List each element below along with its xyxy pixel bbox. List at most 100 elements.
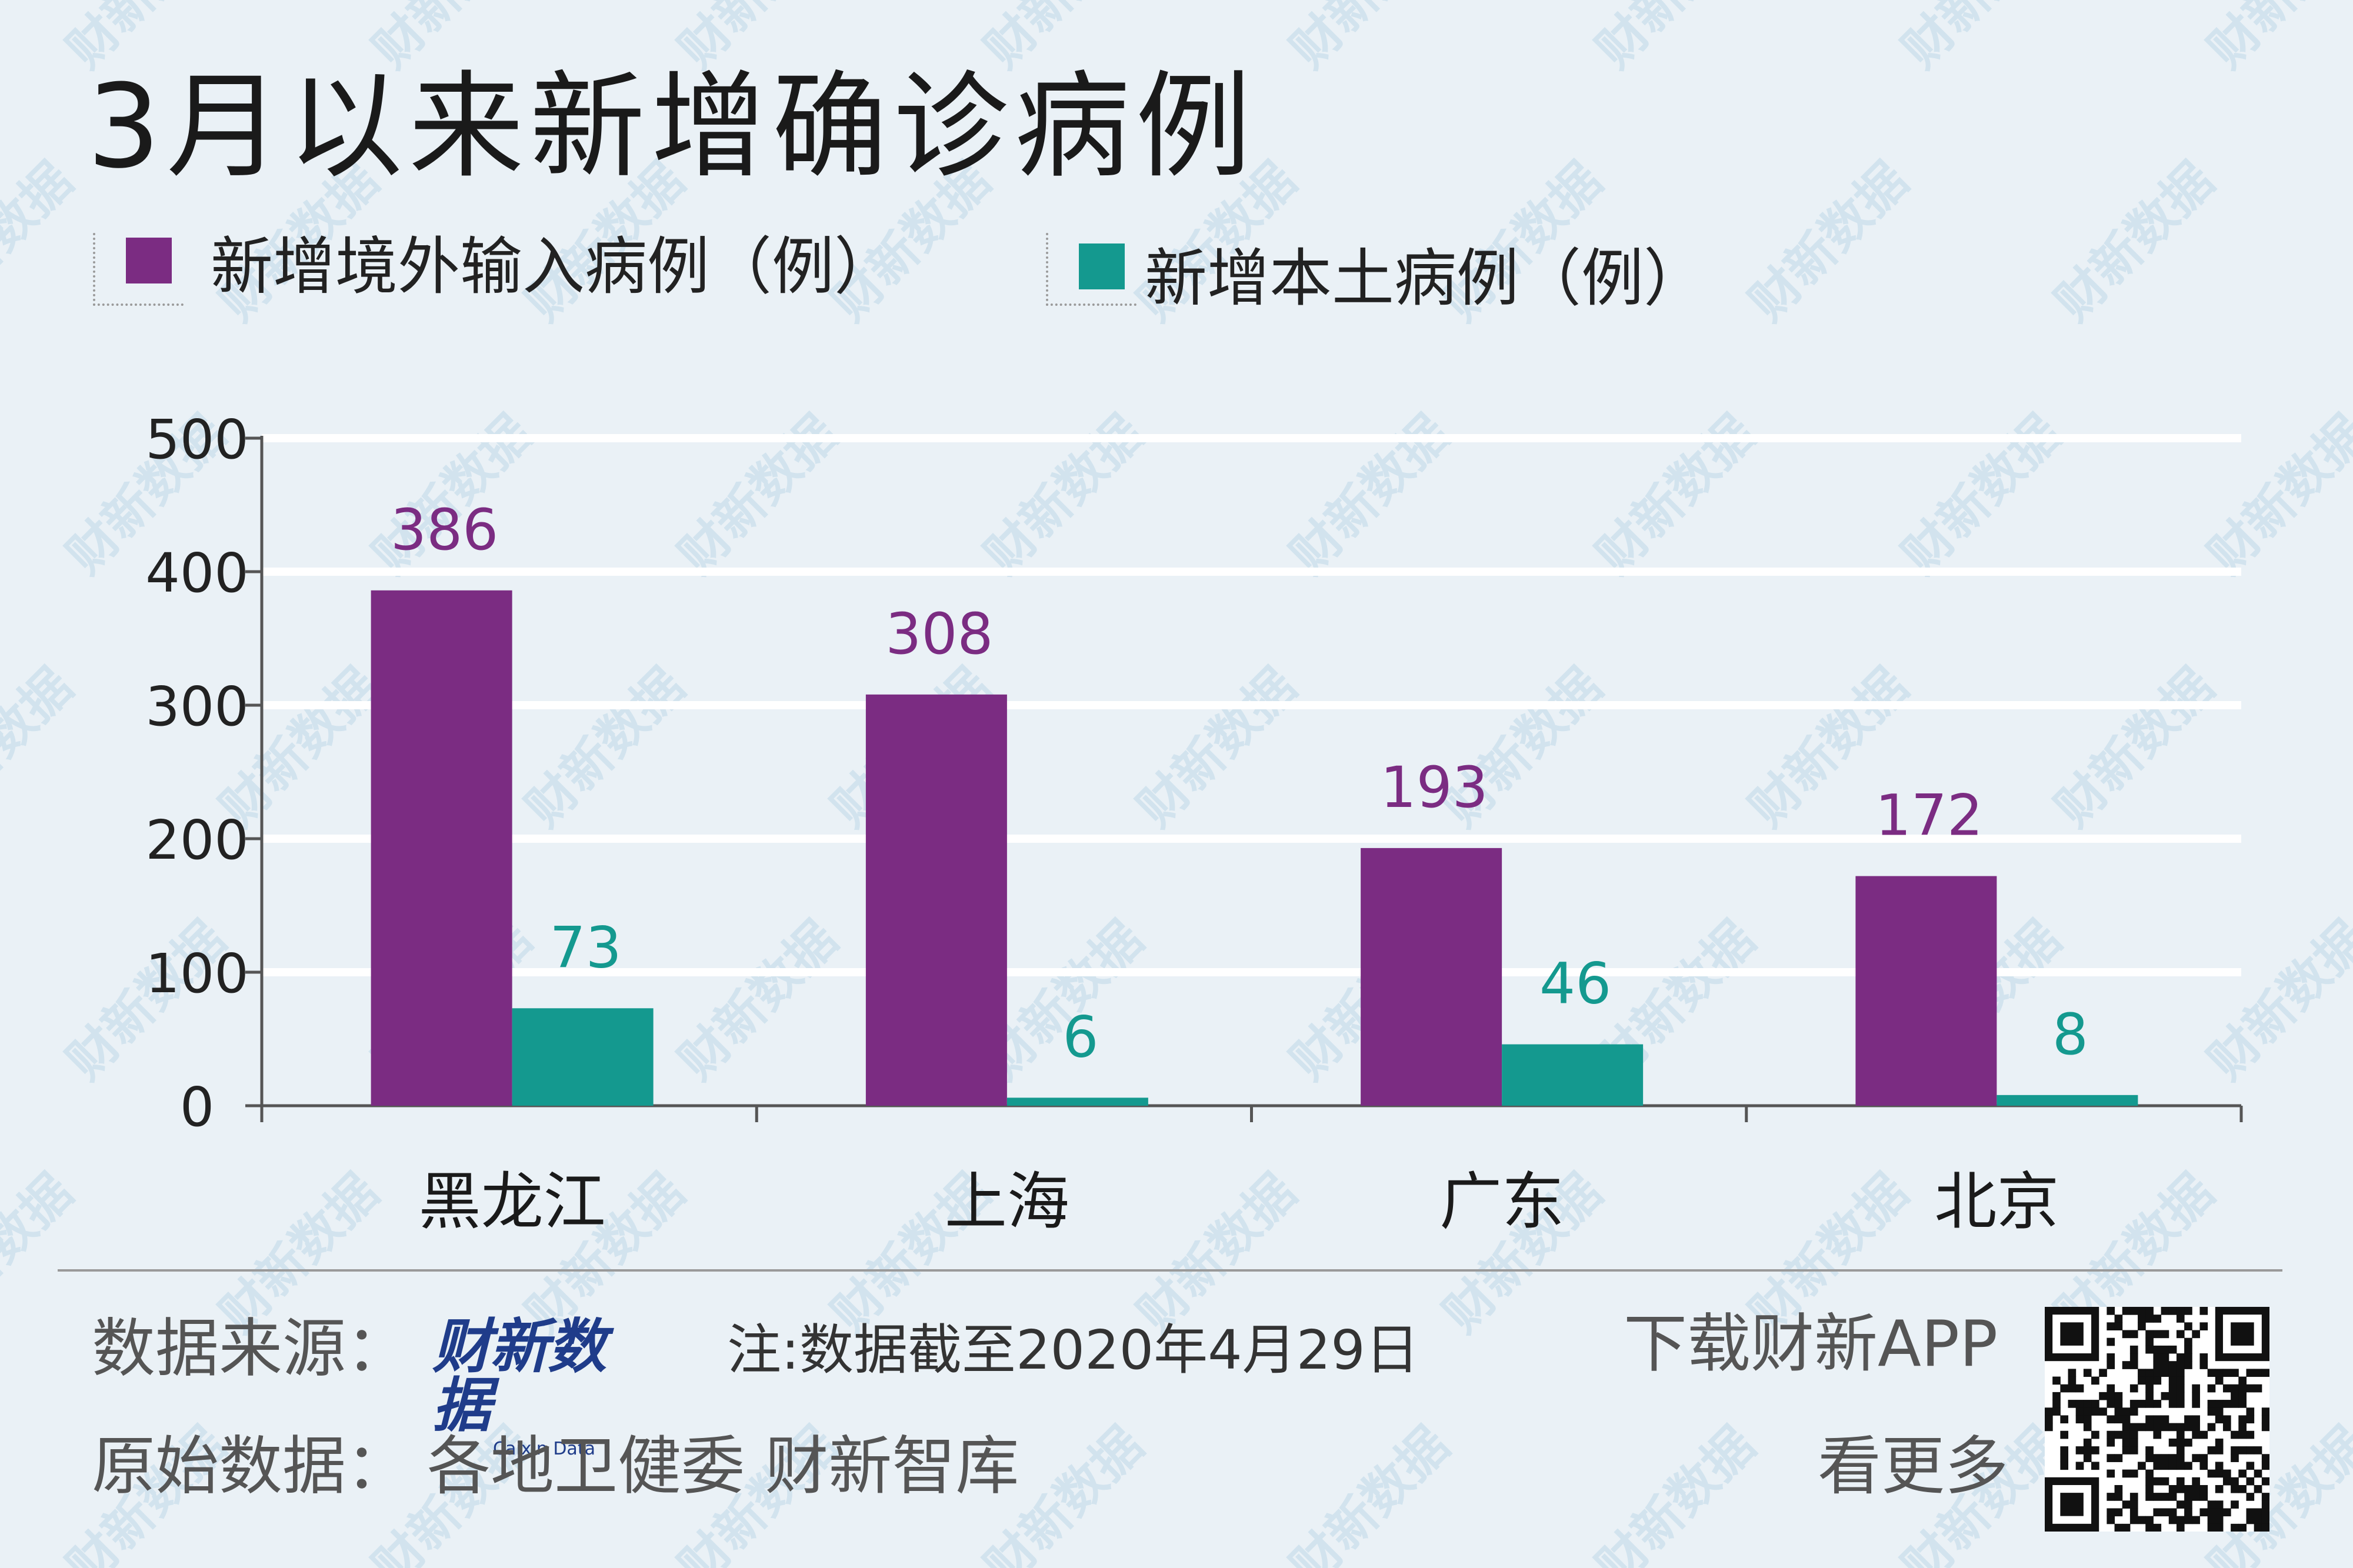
qr-module: [2199, 1484, 2208, 1493]
category-label: 黑龙江: [419, 1166, 606, 1238]
data-label-local: 6: [1062, 1004, 1098, 1070]
y-tick-label: 300: [145, 675, 249, 738]
qr-module: [2153, 1361, 2162, 1369]
chart-title: 3月以来新增确诊病例: [87, 60, 1257, 194]
qr-module: [2099, 1369, 2107, 1377]
qr-module: [2192, 1484, 2200, 1493]
qr-module: [2184, 1322, 2192, 1331]
qr-module: [2138, 1423, 2146, 1432]
qr-module: [2153, 1493, 2162, 1501]
bar-imported: [865, 694, 1007, 1106]
qr-module: [2145, 1454, 2154, 1462]
qr-module: [2222, 1384, 2231, 1393]
qr-module: [2060, 1384, 2069, 1393]
qr-module: [2138, 1307, 2146, 1315]
qr-module: [2199, 1462, 2208, 1470]
qr-module: [2246, 1493, 2255, 1501]
qr-module: [2184, 1493, 2192, 1501]
qr-module: [2099, 1392, 2107, 1400]
qr-module: [2060, 1446, 2069, 1454]
qr-module: [2107, 1400, 2115, 1408]
qr-module: [2168, 1462, 2177, 1470]
qr-module: [2231, 1523, 2239, 1532]
qr-module: [2176, 1361, 2185, 1369]
legend-bracket: [93, 233, 184, 306]
qr-module: [2083, 1415, 2092, 1424]
qr-module: [2153, 1454, 2162, 1462]
watermark-text: 财新数据: [1891, 0, 2072, 79]
qr-module: [2129, 1353, 2138, 1362]
qr-module: [2184, 1353, 2192, 1362]
qr-module: [2168, 1369, 2177, 1377]
qr-module: [2145, 1330, 2154, 1339]
bar-local: [1502, 1044, 1644, 1106]
legend-bracket: [1046, 233, 1136, 306]
qr-module: [2161, 1477, 2169, 1486]
qr-module: [2207, 1407, 2216, 1416]
logo-wordmark: 财新数据: [432, 1312, 606, 1440]
qr-module: [2261, 1523, 2269, 1532]
qr-module: [2168, 1423, 2177, 1432]
qr-module: [2045, 1407, 2053, 1416]
qr-module: [2231, 1454, 2239, 1462]
qr-module: [2176, 1423, 2185, 1432]
qr-module: [2207, 1423, 2216, 1432]
bar-local: [1997, 1095, 2138, 1106]
qr-module: [2168, 1454, 2177, 1462]
qr-module: [2107, 1384, 2115, 1393]
bar-local: [512, 1008, 654, 1106]
qr-module: [2176, 1376, 2185, 1385]
legend-label-local: 新增本土病例（例）: [1145, 242, 1706, 315]
qr-module: [2238, 1400, 2247, 1408]
qr-module: [2184, 1500, 2192, 1509]
qr-module: [2083, 1369, 2092, 1377]
qr-module: [2045, 1423, 2053, 1432]
qr-module: [2176, 1438, 2185, 1447]
qr-module: [2215, 1523, 2224, 1532]
qr-module: [2145, 1484, 2154, 1493]
qr-module: [2114, 1523, 2123, 1532]
qr-module: [2231, 1392, 2239, 1400]
qr-module: [2045, 1415, 2053, 1424]
qr-module: [2238, 1423, 2247, 1432]
qr-module: [2114, 1392, 2123, 1400]
qr-module: [2184, 1423, 2192, 1432]
qr-module: [2083, 1423, 2092, 1432]
qr-module: [2153, 1430, 2162, 1439]
qr-module: [2052, 1400, 2061, 1408]
qr-module: [2129, 1345, 2138, 1354]
qr-finder: [2060, 1493, 2084, 1516]
qr-module: [2231, 1477, 2239, 1486]
qr-module: [2122, 1500, 2131, 1509]
qr-finder: [2060, 1322, 2084, 1346]
watermark-text: 财新数据: [1738, 151, 1919, 332]
qr-module: [2184, 1516, 2192, 1524]
qr-module: [2176, 1400, 2185, 1408]
qr-module: [2207, 1523, 2216, 1532]
qr-module: [2122, 1307, 2131, 1315]
y-tick-label: 0: [180, 1076, 215, 1139]
qr-module: [2222, 1423, 2231, 1432]
qr-module: [2129, 1400, 2138, 1408]
qr-module: [2222, 1508, 2231, 1517]
qr-module: [2068, 1369, 2077, 1377]
qr-module: [2176, 1315, 2185, 1323]
qr-module: [2238, 1376, 2247, 1385]
qr-module: [2184, 1361, 2192, 1369]
qr-module: [2222, 1400, 2231, 1408]
qr-module: [2068, 1384, 2077, 1393]
qr-module: [2215, 1484, 2224, 1493]
qr-module: [2153, 1477, 2162, 1486]
qr-code-icon[interactable]: [2045, 1307, 2269, 1532]
qr-module: [2138, 1462, 2146, 1470]
qr-module: [2168, 1438, 2177, 1447]
qr-module: [2246, 1516, 2255, 1524]
qr-module: [2222, 1369, 2231, 1377]
qr-module: [2153, 1315, 2162, 1323]
qr-module: [2168, 1361, 2177, 1369]
qr-module: [2161, 1454, 2169, 1462]
qr-module: [2246, 1430, 2255, 1439]
qr-module: [2114, 1400, 2123, 1408]
qr-module: [2161, 1330, 2169, 1339]
qr-module: [2192, 1415, 2200, 1424]
